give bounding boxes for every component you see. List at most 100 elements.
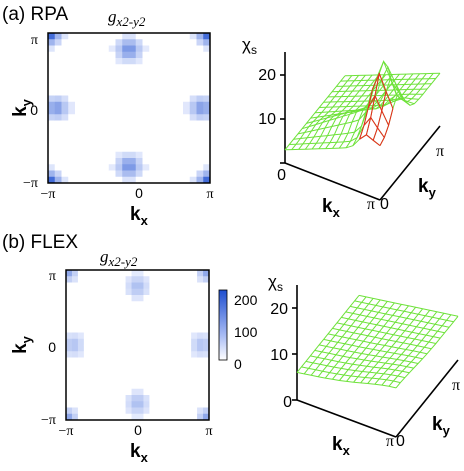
heatmap-cell xyxy=(185,301,192,308)
heatmap-cell xyxy=(102,58,110,65)
heatmap-cell xyxy=(61,76,69,84)
heatmap-cell xyxy=(167,395,174,402)
heatmap-cell xyxy=(149,295,156,302)
panel-a: (a) RPA gx2-y2 π 0 −π −π 0 π kx ky χs xyxy=(2,4,444,228)
heatmap-cell xyxy=(143,376,150,383)
heatmap-cell xyxy=(191,332,198,340)
heatmap-cell xyxy=(169,158,177,165)
heatmap-cell xyxy=(101,338,109,346)
surface-mesh-line xyxy=(340,78,436,82)
heatmap-cell xyxy=(149,301,156,308)
heatmap-cell xyxy=(197,301,204,308)
heatmap-cell xyxy=(107,270,115,277)
heatmap-cell xyxy=(179,313,186,321)
heatmap-cell xyxy=(125,388,132,396)
heatmap-cell xyxy=(183,76,191,84)
heatmap-cell xyxy=(135,158,143,165)
heatmap-cell xyxy=(142,51,150,59)
heatmap-cell xyxy=(173,276,180,283)
heatmap-cell xyxy=(119,376,126,383)
heatmap-cell xyxy=(125,282,132,290)
heatmap-cell xyxy=(107,407,115,415)
heatmap-cell xyxy=(89,326,97,333)
heatmap-cell xyxy=(107,395,115,402)
heatmap-cell xyxy=(149,407,156,415)
heatmap-cell xyxy=(68,45,76,53)
heatmap-cell xyxy=(185,357,192,365)
heatmap-cell xyxy=(183,58,191,65)
heatmap-cell xyxy=(173,345,180,352)
heatmap-cell xyxy=(54,120,62,128)
heatmap-cell xyxy=(115,139,123,146)
heatmap-cell xyxy=(77,338,85,346)
heatmap-cell xyxy=(185,276,192,283)
heatmap-cell xyxy=(142,158,150,165)
heatmap-cell xyxy=(54,39,62,46)
heatmap-cell xyxy=(161,313,168,321)
heatmap-cell xyxy=(113,320,121,327)
heatmap-cell xyxy=(101,395,109,402)
heatmap-cell xyxy=(101,382,109,390)
heatmap-cell xyxy=(54,139,62,146)
heatmap-cell xyxy=(125,370,132,377)
heatmap-cell xyxy=(203,39,211,46)
heatmap-cell xyxy=(66,401,73,408)
heatmap-cell xyxy=(75,89,83,96)
heatmap-cell xyxy=(68,39,76,46)
heatmap-cell xyxy=(48,89,56,96)
heatmap-cell xyxy=(101,288,109,296)
heatmap-cell xyxy=(129,151,137,159)
heatmap-cell xyxy=(173,351,180,358)
heatmap-cell xyxy=(119,345,126,352)
heatmap-cell xyxy=(54,170,62,178)
heatmap-cell xyxy=(81,170,89,178)
heatmap-cell xyxy=(167,388,174,396)
heatmap-cell xyxy=(101,295,109,302)
heatmap-cell xyxy=(176,70,184,78)
heatmap-cell xyxy=(68,95,76,103)
heatmap-cell xyxy=(162,114,170,121)
heatmap-cell xyxy=(108,126,116,134)
heatmap-cell xyxy=(196,133,204,140)
heatmap-cell xyxy=(173,370,180,377)
heatmap-cell xyxy=(162,133,170,140)
heatmap-cell xyxy=(149,270,156,277)
heatmap-cell xyxy=(155,307,162,315)
heatmap-cell xyxy=(131,326,138,333)
heatmap-cell xyxy=(203,351,210,358)
heatmap-cell xyxy=(88,70,96,78)
heatmap-cell xyxy=(95,101,103,109)
heatmap-cell xyxy=(196,70,204,78)
heatmap-cell xyxy=(197,288,204,296)
heatmap-cell xyxy=(162,164,170,171)
heatmap-cell xyxy=(102,164,110,171)
heatmap-cell xyxy=(102,176,110,184)
heatmap-cell xyxy=(135,108,143,115)
heatmap-cell xyxy=(203,332,210,340)
heatmap-cell xyxy=(173,295,180,302)
heatmap-cell xyxy=(88,33,96,40)
heatmap-cell xyxy=(155,407,162,415)
heatmap-cell xyxy=(125,338,132,346)
heatmap-cell xyxy=(162,51,170,59)
heatmap-cell xyxy=(88,133,96,140)
heatmap-cell xyxy=(185,338,192,346)
heatmap-cell xyxy=(113,370,121,377)
heatmap-cell xyxy=(135,151,143,159)
heatmap-cell xyxy=(156,33,164,40)
heatmap-cell xyxy=(156,158,164,165)
heatmap-cell xyxy=(143,276,150,283)
heatmap-cell xyxy=(115,89,123,96)
heatmap-cell xyxy=(119,301,126,308)
heatmap-cell xyxy=(169,89,177,96)
heatmap-cell xyxy=(54,151,62,159)
heatmap-cell xyxy=(203,320,210,327)
heatmap-cell xyxy=(129,51,137,59)
heatmap-cell xyxy=(131,413,138,421)
panel-a-ztick-20: 20 xyxy=(258,67,276,84)
surface-mesh-line xyxy=(365,73,380,135)
heatmap-cell xyxy=(66,270,73,277)
heatmap-cell xyxy=(83,413,91,421)
heatmap-cell xyxy=(48,101,56,109)
heatmap-cell xyxy=(129,108,137,115)
